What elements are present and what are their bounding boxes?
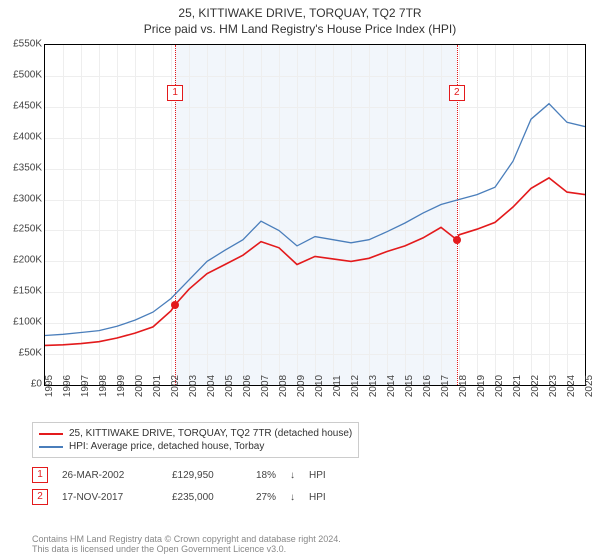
chart-title: 25, KITTIWAKE DRIVE, TORQUAY, TQ2 7TR: [0, 0, 600, 20]
x-tick-label: 2007: [260, 375, 271, 397]
sale-row-pct: 18%: [256, 470, 276, 481]
x-tick-label: 2008: [278, 375, 289, 397]
x-tick-label: 2006: [242, 375, 253, 397]
sale-row-date: 17-NOV-2017: [62, 492, 158, 503]
x-tick-label: 2004: [206, 375, 217, 397]
x-tick-label: 2002: [170, 375, 181, 397]
x-tick-label: 2018: [458, 375, 469, 397]
x-tick-label: 2022: [530, 375, 541, 397]
x-tick-label: 2024: [566, 375, 577, 397]
x-tick-label: 1997: [80, 375, 91, 397]
x-tick-label: 2023: [548, 375, 559, 397]
sale-row-price: £129,950: [172, 470, 242, 481]
x-tick-label: 2017: [440, 375, 451, 397]
x-tick-label: 2012: [350, 375, 361, 397]
sale-row-pct: 27%: [256, 492, 276, 503]
y-tick-label: £500K: [13, 69, 42, 80]
x-tick-label: 2020: [494, 375, 505, 397]
footer-line-1: Contains HM Land Registry data © Crown c…: [32, 534, 341, 544]
series-hpi: [45, 104, 585, 336]
sale-row-vs: HPI: [309, 470, 326, 481]
y-tick-label: £450K: [13, 100, 42, 111]
x-axis: 1995199619971998199920002001200220032004…: [44, 384, 584, 420]
series-property: [45, 178, 585, 346]
legend-item: 25, KITTIWAKE DRIVE, TORQUAY, TQ2 7TR (d…: [39, 427, 352, 440]
y-tick-label: £0: [31, 379, 42, 390]
legend-swatch: [39, 433, 63, 435]
sale-row: 1 26-MAR-2002 £129,950 18% ↓ HPI: [32, 464, 326, 486]
sale-row-price: £235,000: [172, 492, 242, 503]
sale-row-date: 26-MAR-2002: [62, 470, 158, 481]
x-tick-label: 2011: [332, 375, 343, 397]
y-tick-label: £100K: [13, 317, 42, 328]
y-tick-label: £200K: [13, 255, 42, 266]
legend-label: HPI: Average price, detached house, Torb…: [69, 441, 264, 452]
y-tick-label: £300K: [13, 193, 42, 204]
legend-swatch: [39, 446, 63, 448]
x-tick-label: 2001: [152, 375, 163, 397]
x-tick-label: 2013: [368, 375, 379, 397]
legend-label: 25, KITTIWAKE DRIVE, TORQUAY, TQ2 7TR (d…: [69, 428, 352, 439]
legend-item: HPI: Average price, detached house, Torb…: [39, 440, 352, 453]
x-tick-label: 2015: [404, 375, 415, 397]
y-axis: £0£50K£100K£150K£200K£250K£300K£350K£400…: [0, 44, 44, 384]
footer-line-2: This data is licensed under the Open Gov…: [32, 544, 341, 554]
y-tick-label: £400K: [13, 131, 42, 142]
chart-plot-area: 12: [44, 44, 586, 386]
x-tick-label: 2005: [224, 375, 235, 397]
y-tick-label: £550K: [13, 39, 42, 50]
x-tick-label: 1999: [116, 375, 127, 397]
y-tick-label: £250K: [13, 224, 42, 235]
x-tick-label: 2019: [476, 375, 487, 397]
sale-row: 2 17-NOV-2017 £235,000 27% ↓ HPI: [32, 486, 326, 508]
x-tick-label: 2003: [188, 375, 199, 397]
x-tick-label: 2014: [386, 375, 397, 397]
x-tick-label: 2000: [134, 375, 145, 397]
sale-row-index: 1: [32, 467, 48, 483]
sale-row-index: 2: [32, 489, 48, 505]
arrow-down-icon: ↓: [290, 492, 295, 503]
x-tick-label: 1995: [44, 375, 55, 397]
x-tick-label: 1996: [62, 375, 73, 397]
x-tick-label: 1998: [98, 375, 109, 397]
x-tick-label: 2009: [296, 375, 307, 397]
x-tick-label: 2010: [314, 375, 325, 397]
series-lines: [45, 45, 585, 385]
x-tick-label: 2016: [422, 375, 433, 397]
x-tick-label: 2021: [512, 375, 523, 397]
chart-legend: 25, KITTIWAKE DRIVE, TORQUAY, TQ2 7TR (d…: [32, 422, 359, 458]
sale-row-vs: HPI: [309, 492, 326, 503]
arrow-down-icon: ↓: [290, 470, 295, 481]
x-tick-label: 2025: [584, 375, 595, 397]
chart-subtitle: Price paid vs. HM Land Registry's House …: [0, 20, 600, 40]
y-tick-label: £150K: [13, 286, 42, 297]
footer-attribution: Contains HM Land Registry data © Crown c…: [32, 534, 341, 554]
sales-table: 1 26-MAR-2002 £129,950 18% ↓ HPI 2 17-NOV-2017 £…: [32, 464, 326, 508]
y-tick-label: £50K: [19, 348, 42, 359]
y-tick-label: £350K: [13, 162, 42, 173]
